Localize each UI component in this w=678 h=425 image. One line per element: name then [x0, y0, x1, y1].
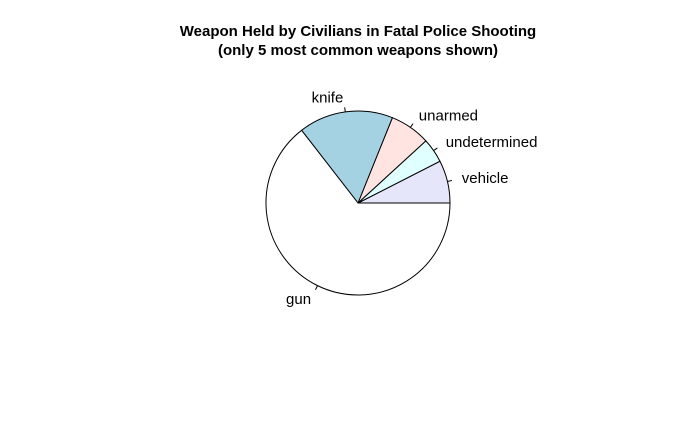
chart-title: Weapon Held by Civilians in Fatal Police…	[180, 23, 536, 40]
slice-label-gun: gun	[286, 291, 311, 308]
pie-slices	[265, 110, 451, 296]
pie-slice-knife	[300, 110, 394, 204]
slice-label-ticks	[315, 107, 453, 290]
slice-label-vehicle: vehicle	[462, 170, 509, 187]
slice-labels: vehicle undetermined unarmed knife gun	[286, 89, 537, 308]
label-tick-gun	[315, 285, 318, 290]
label-tick-undetermined	[433, 147, 438, 151]
label-tick-unarmed	[410, 123, 414, 128]
slice-label-knife: knife	[312, 89, 344, 106]
label-tick-vehicle	[447, 179, 453, 183]
chart-subtitle: (only 5 most common weapons shown)	[218, 42, 498, 59]
slice-label-undetermined: undetermined	[446, 134, 538, 151]
slice-label-unarmed: unarmed	[419, 107, 478, 124]
label-tick-knife	[344, 107, 346, 112]
pie-slice-gun	[265, 129, 451, 296]
